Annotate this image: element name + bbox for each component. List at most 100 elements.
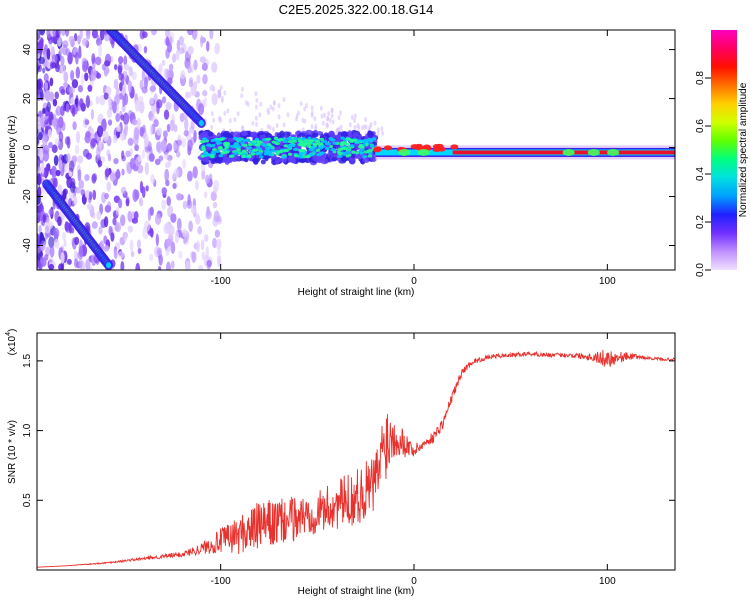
scatter-blob	[44, 167, 48, 179]
scatter-blob	[101, 63, 106, 71]
scatter-blob	[131, 71, 137, 81]
scatter-blob	[118, 198, 123, 209]
scatter-blob	[80, 188, 86, 196]
scatter-blob	[210, 191, 217, 202]
scatter-blob	[60, 30, 66, 37]
scatter-blob	[64, 30, 70, 37]
exponent-sup: 4	[5, 332, 12, 336]
faint-blob	[349, 122, 352, 128]
scatter-blob	[184, 117, 189, 131]
scatter-blob	[172, 182, 177, 190]
scatter-blob	[188, 220, 193, 232]
band-core	[366, 137, 373, 142]
band-core	[301, 137, 306, 141]
snr-xtick-label: 0	[411, 576, 417, 587]
band-core	[220, 151, 226, 155]
snr-xtick-label: 100	[599, 576, 616, 587]
faint-blob	[277, 114, 281, 120]
band-core	[359, 151, 364, 155]
scatter-blob	[52, 98, 58, 107]
faint-blob	[282, 122, 286, 128]
scatter-blob	[84, 72, 89, 82]
scatter-blob	[167, 205, 174, 216]
band-core	[362, 154, 368, 159]
scatter-blob	[38, 132, 43, 140]
scatter-blob	[143, 136, 149, 148]
band-core	[307, 141, 312, 146]
scatter-blob	[141, 31, 148, 39]
scatter-blob	[173, 168, 180, 178]
exponent-prefix: (x10	[7, 335, 18, 355]
band-blob	[352, 131, 358, 139]
scatter-blob	[62, 188, 68, 195]
snr-panel: -100 0 100 0.5 1.0 1.5 Height of straight lin…	[5, 329, 676, 597]
scatter-blob	[58, 131, 64, 142]
band-core	[315, 148, 321, 152]
scatter-blob	[119, 214, 126, 227]
scatter-blob	[112, 217, 117, 226]
snr-plot-area	[37, 333, 675, 570]
faint-blob	[353, 117, 356, 123]
faint-blob	[286, 112, 290, 118]
scatter-blob	[188, 79, 194, 88]
scatter-blob	[63, 81, 69, 89]
band-core	[201, 137, 208, 141]
scatter-blob	[85, 152, 92, 160]
lower-track-point	[105, 262, 112, 269]
scatter-blob	[48, 141, 53, 149]
scatter-blob	[113, 157, 119, 165]
scatter-blob	[92, 189, 97, 201]
scatter-blob	[88, 191, 93, 201]
scatter-blob	[96, 125, 104, 138]
scatter-blob	[161, 59, 166, 67]
scatter-blob	[95, 72, 102, 79]
scatter-blob	[161, 187, 168, 195]
band-core	[299, 140, 305, 144]
scatter-blob	[156, 99, 163, 109]
band-core	[355, 151, 359, 155]
faint-blob	[212, 86, 216, 92]
scatter-blob	[150, 30, 158, 36]
scatter-blob	[211, 61, 218, 73]
scatter-blob	[164, 161, 171, 169]
svg-text:(x104): (x104)	[5, 329, 18, 356]
scatter-blob	[138, 197, 144, 207]
scatter-blob	[85, 30, 91, 40]
band-core	[344, 150, 351, 154]
flat-line-hotspot	[450, 144, 459, 150]
faint-blob	[310, 124, 314, 130]
band-core	[345, 137, 351, 141]
scatter-blob	[190, 251, 195, 259]
scatter-blob	[61, 231, 67, 241]
band-core	[372, 137, 377, 141]
scatter-blob	[37, 232, 40, 246]
chart-title: C2E5.2025.322.00.18.G14	[279, 2, 434, 17]
scatter-blob	[161, 96, 167, 104]
band-core	[277, 138, 284, 142]
band-core	[250, 152, 256, 156]
faint-blob	[299, 101, 303, 107]
faint-blob	[350, 114, 354, 120]
scatter-blob	[44, 81, 49, 91]
band-core	[262, 144, 268, 148]
band-core	[367, 154, 373, 158]
scatter-blob	[90, 68, 97, 81]
scatter-blob	[53, 238, 60, 249]
scatter-blob	[130, 250, 135, 258]
band-core	[251, 140, 257, 144]
band-core	[298, 148, 304, 153]
scatter-blob	[187, 139, 193, 152]
spectrogram-ytick-label: -20	[22, 189, 33, 204]
scatter-blob	[174, 230, 180, 244]
scatter-blob	[45, 246, 51, 257]
band-core	[228, 154, 234, 158]
scatter-blob	[190, 119, 195, 130]
faint-blob	[330, 113, 334, 119]
scatter-blob	[86, 203, 93, 210]
scatter-blob	[165, 221, 173, 235]
band-core	[265, 137, 272, 141]
band-core	[324, 142, 332, 146]
scatter-blob	[98, 44, 103, 57]
scatter-blob	[46, 48, 51, 60]
band-core	[255, 151, 260, 156]
